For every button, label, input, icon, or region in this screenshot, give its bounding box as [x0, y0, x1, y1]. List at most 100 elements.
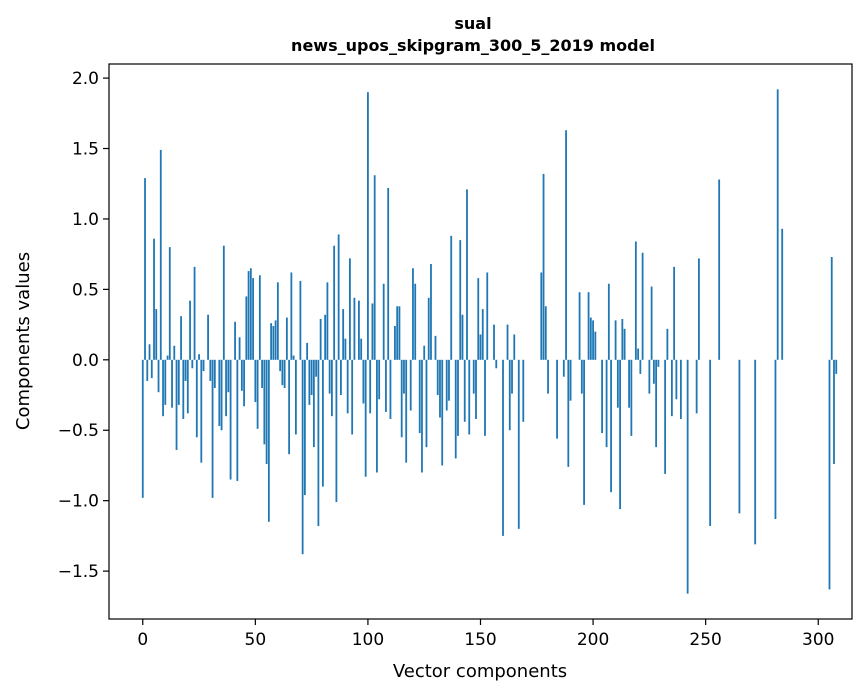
- bar: [565, 130, 567, 360]
- bar: [430, 264, 432, 360]
- bar: [828, 359, 831, 590]
- bar: [238, 337, 241, 360]
- bar: [351, 359, 354, 435]
- bar: [227, 359, 230, 393]
- y-tick-label: −1.0: [58, 492, 99, 512]
- bar: [517, 359, 520, 529]
- bar: [182, 359, 185, 419]
- bar: [162, 359, 164, 417]
- plot-frame: [108, 63, 853, 620]
- bar: [468, 359, 471, 435]
- bar: [540, 272, 543, 360]
- x-tick-label: 100: [352, 630, 384, 650]
- bar: [664, 359, 667, 474]
- bar: [511, 359, 513, 394]
- y-tick-label: 1.5: [72, 140, 99, 160]
- bar: [718, 179, 721, 360]
- bar: [319, 318, 322, 360]
- bar: [173, 345, 176, 360]
- bar: [373, 175, 376, 360]
- bar: [340, 359, 342, 396]
- bar: [641, 252, 644, 360]
- bar: [164, 359, 167, 405]
- bar: [177, 359, 180, 405]
- bar: [427, 297, 430, 360]
- bar: [249, 268, 252, 360]
- bar: [369, 359, 372, 414]
- bar: [414, 283, 417, 360]
- bar: [159, 149, 162, 360]
- x-axis-label: Vector components: [393, 661, 567, 682]
- bar: [405, 359, 408, 463]
- bar: [193, 266, 196, 360]
- bar: [592, 320, 594, 360]
- bar: [522, 359, 525, 422]
- bar: [155, 309, 158, 360]
- x-axis-ticks: 0 50 100 150 200 250 300: [137, 619, 834, 650]
- bar: [634, 241, 637, 360]
- bar: [569, 359, 572, 401]
- bar: [695, 359, 698, 414]
- bar: [175, 359, 178, 450]
- bar: [439, 359, 441, 418]
- bar: [207, 314, 209, 360]
- bar: [481, 309, 484, 360]
- y-tick-label: −1.5: [58, 562, 99, 582]
- bar: [556, 359, 558, 439]
- bar: [294, 359, 297, 435]
- bar: [189, 300, 191, 360]
- bar: [218, 359, 221, 427]
- bar: [547, 359, 549, 394]
- bar: [256, 359, 259, 429]
- bar: [403, 359, 405, 394]
- bar: [258, 275, 261, 360]
- bar: [472, 359, 475, 394]
- bar: [441, 359, 444, 466]
- bar: [364, 359, 367, 477]
- y-axis-ticks: −1.5 −1.0 −0.5 0.0 0.5 1.0 1.5 2.0: [58, 69, 109, 582]
- bar: [486, 272, 489, 360]
- y-tick-label: 0.0: [72, 351, 99, 371]
- bar: [378, 359, 381, 400]
- bar: [454, 359, 457, 459]
- bar: [484, 359, 486, 436]
- x-tick-label: 150: [464, 630, 496, 650]
- bars-group: [141, 89, 838, 594]
- bar: [198, 354, 200, 360]
- bar: [191, 359, 194, 369]
- bar: [457, 359, 459, 436]
- bar: [495, 359, 498, 369]
- y-tick-label: −0.5: [58, 421, 99, 441]
- bar: [578, 292, 581, 360]
- y-tick-label: 1.0: [72, 210, 99, 230]
- bar: [202, 359, 205, 372]
- bar: [544, 306, 547, 360]
- bar: [385, 359, 387, 412]
- bar: [394, 326, 396, 360]
- bar: [263, 359, 266, 445]
- y-tick-label: 2.0: [72, 69, 99, 89]
- bar: [317, 359, 320, 527]
- chart-title-line1: sual: [454, 14, 491, 33]
- bar: [621, 318, 624, 360]
- bar: [312, 359, 315, 448]
- bar: [272, 326, 275, 360]
- bar: [709, 359, 712, 527]
- bar: [213, 359, 216, 388]
- bar: [346, 359, 349, 414]
- bar: [261, 359, 263, 388]
- bar: [195, 359, 198, 438]
- bar: [157, 359, 160, 393]
- bar: [781, 228, 784, 360]
- bar: [254, 359, 257, 403]
- x-tick-label: 50: [245, 630, 267, 650]
- bar: [459, 240, 462, 360]
- bar: [220, 359, 223, 431]
- bar: [360, 338, 363, 360]
- bar: [418, 359, 421, 434]
- bar: [567, 359, 570, 467]
- bar: [222, 245, 225, 360]
- bar: [247, 271, 250, 360]
- x-tick-label: 200: [577, 630, 609, 650]
